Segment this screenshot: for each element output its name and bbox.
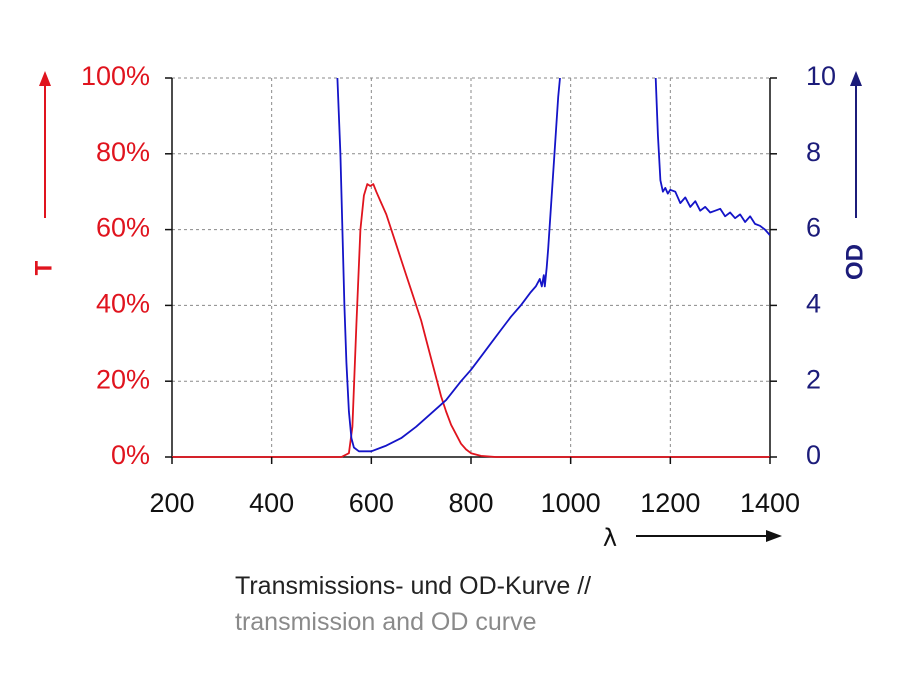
left-axis-label: T [30,260,57,275]
x-axis-tick-label: 1400 [740,488,800,518]
right-axis-ticks: 0 2 4 6 8 10 [770,61,836,470]
left-axis-arrow [39,71,51,218]
right-axis-tick-label: 8 [806,137,821,167]
od-curve-line [654,78,770,236]
right-axis-tick-label: 0 [806,440,821,470]
right-axis-tick-label: 10 [806,61,836,91]
grid [172,78,770,457]
right-axis-tick-label: 2 [806,364,821,394]
od-curve-line [336,78,561,453]
x-axis-tick-label: 600 [349,488,394,518]
right-axis-label: OD [841,244,868,280]
left-axis-ticks: 0% 20% 40% 60% 80% 100% [81,61,172,470]
right-axis-tick-label: 6 [806,213,821,243]
left-axis-tick-label: 20% [96,364,150,394]
left-axis-tick-label: 60% [96,213,150,243]
right-axis-tick-label: 4 [806,289,821,319]
x-axis-tick-label: 200 [149,488,194,518]
x-axis-label: λ [603,524,617,552]
x-axis-tick-label: 1000 [541,488,601,518]
left-axis-tick-label: 80% [96,137,150,167]
left-axis-tick-label: 40% [96,289,150,319]
x-axis-tick-label: 800 [448,488,493,518]
x-axis-tick-label: 400 [249,488,294,518]
right-axis-arrow [850,71,862,218]
series-layer [172,78,770,458]
left-axis-tick-label: 0% [111,440,150,470]
x-axis-arrow [636,530,782,542]
transmission-od-chart: 0% 20% 40% 60% 80% 100% 0 2 4 6 8 10 200 400 600 800 1… [30,61,868,552]
caption-line-2: transmission and OD curve [235,608,537,636]
x-axis-ticks: 200 400 600 800 1000 1200 1400 [149,457,800,518]
caption-line-1: Transmissions- und OD-Kurve // [235,572,592,600]
transmission-curve-line [172,183,770,458]
left-axis-tick-label: 100% [81,61,150,91]
x-axis-tick-label: 1200 [640,488,700,518]
